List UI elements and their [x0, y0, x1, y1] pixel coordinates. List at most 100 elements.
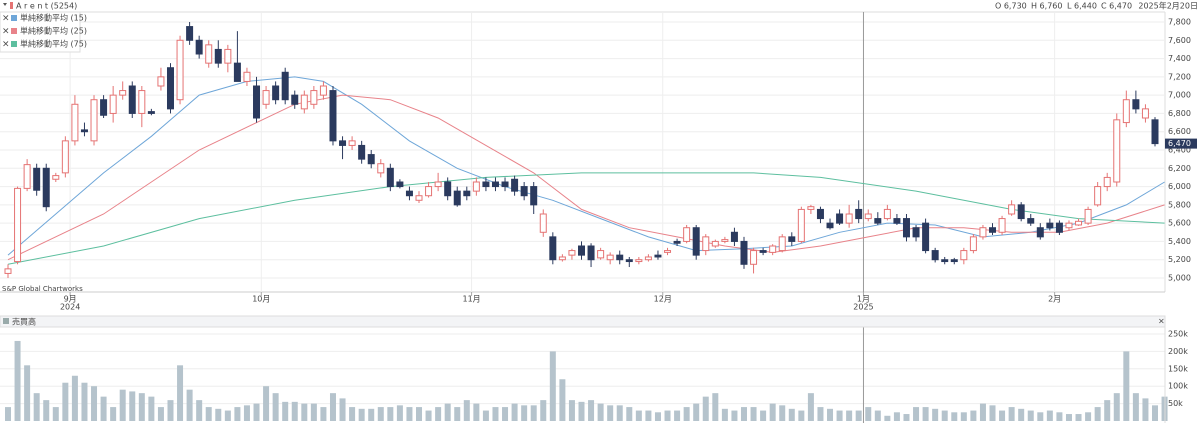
- volume-bar: [14, 340, 21, 421]
- ma-line: [7, 172, 1165, 265]
- candle-body: [319, 85, 327, 96]
- candle-body: [1055, 222, 1063, 233]
- candle-body: [1065, 222, 1073, 229]
- candle-body: [568, 250, 576, 256]
- candle-body: [864, 213, 872, 220]
- candle-body: [224, 48, 232, 64]
- volume-bar: [1113, 393, 1120, 421]
- candle-body: [415, 195, 423, 201]
- candle-body: [23, 164, 31, 189]
- candle-body: [606, 254, 614, 261]
- volume-bar: [425, 410, 432, 421]
- candle-body: [807, 206, 815, 210]
- candle-body: [587, 245, 595, 261]
- candle-body: [1027, 218, 1035, 224]
- candle-body: [625, 259, 633, 263]
- volume-bar: [502, 407, 509, 421]
- volume-bar: [1123, 351, 1130, 421]
- volume-bar: [377, 407, 384, 421]
- candle-body: [539, 213, 547, 233]
- source: S&P Global Chartworks: [2, 285, 83, 293]
- candle-body: [147, 111, 155, 114]
- y-tick-label: 5,600: [1168, 219, 1191, 228]
- volume-bar: [205, 407, 212, 421]
- volume-bar: [702, 396, 709, 421]
- candle-body: [883, 208, 891, 220]
- candle-body: [33, 167, 41, 191]
- volume-bar: [301, 403, 308, 421]
- volume-bar: [138, 393, 145, 421]
- volume-bar: [91, 386, 98, 421]
- volume-bar: [626, 407, 633, 421]
- candle-body: [931, 250, 939, 261]
- volume-bar: [1018, 408, 1025, 421]
- volume-header: [0, 315, 1166, 328]
- close-volume[interactable]: ×: [1158, 317, 1165, 326]
- candle-body: [42, 167, 50, 208]
- ohlc-high: H 6,760: [1031, 2, 1062, 11]
- candle-body: [463, 190, 471, 197]
- candle-body: [969, 236, 977, 252]
- volume-bar: [1085, 412, 1092, 421]
- volume-bar: [616, 405, 623, 421]
- volume-bar: [1075, 414, 1082, 421]
- volume-bar: [779, 405, 786, 421]
- volume-bar: [827, 408, 834, 421]
- volume-bar: [903, 414, 910, 421]
- volume-bar: [807, 393, 814, 421]
- y-tick-label: 5,800: [1168, 200, 1191, 209]
- volume-bar: [272, 393, 279, 421]
- symbol-dropdown[interactable]: [3, 3, 7, 6]
- candle-body: [558, 256, 566, 261]
- ohlc-close: C 6,470: [1101, 2, 1132, 11]
- candle-body: [711, 240, 719, 247]
- symbol-swatch: [10, 2, 13, 9]
- volume-bar: [196, 400, 203, 421]
- volume-bar: [349, 407, 356, 421]
- candle-body: [1036, 227, 1044, 238]
- candle-body: [797, 208, 805, 242]
- candle-body: [482, 181, 490, 188]
- candle-body: [979, 227, 987, 238]
- legend-label: 単純移動平均 (25): [20, 26, 87, 36]
- volume-bar: [463, 400, 470, 421]
- volume-bar: [874, 410, 881, 421]
- last-price-label: 6,470: [1168, 139, 1191, 148]
- volume-bar: [1132, 393, 1139, 421]
- candle-body: [845, 213, 853, 224]
- volume-bar: [693, 403, 700, 421]
- candle-body: [941, 259, 949, 263]
- volume-bar: [960, 412, 967, 421]
- candle-body: [348, 140, 356, 146]
- volume-bar: [177, 365, 184, 421]
- volume-bar: [740, 407, 747, 421]
- volume-bar: [884, 415, 891, 421]
- volume-bar: [1142, 398, 1149, 421]
- candle-body: [205, 44, 213, 64]
- candle-body: [119, 90, 127, 96]
- candle-body: [71, 103, 79, 142]
- candle-body: [444, 181, 452, 197]
- candle-body: [597, 250, 605, 259]
- volume-bar: [52, 407, 59, 421]
- candle-body: [233, 62, 241, 82]
- candle-body: [377, 163, 385, 174]
- candle-body: [1008, 204, 1016, 215]
- volume-bar: [540, 400, 547, 421]
- volume-bar: [635, 410, 642, 421]
- y-tick-label: 5,000: [1168, 274, 1191, 283]
- candle-body: [300, 94, 308, 110]
- candle-body: [1046, 222, 1054, 229]
- candle-body: [635, 259, 643, 263]
- candle-body: [310, 90, 318, 105]
- x-tick-label: 2月: [1048, 295, 1061, 304]
- candle-body: [912, 227, 920, 238]
- volume-bar: [215, 408, 222, 421]
- candle-body: [950, 259, 958, 263]
- candle-body: [654, 254, 662, 258]
- ma-line: [7, 76, 1165, 256]
- candle-body: [664, 250, 672, 253]
- candle-body: [453, 190, 461, 206]
- volume-bar: [444, 403, 451, 421]
